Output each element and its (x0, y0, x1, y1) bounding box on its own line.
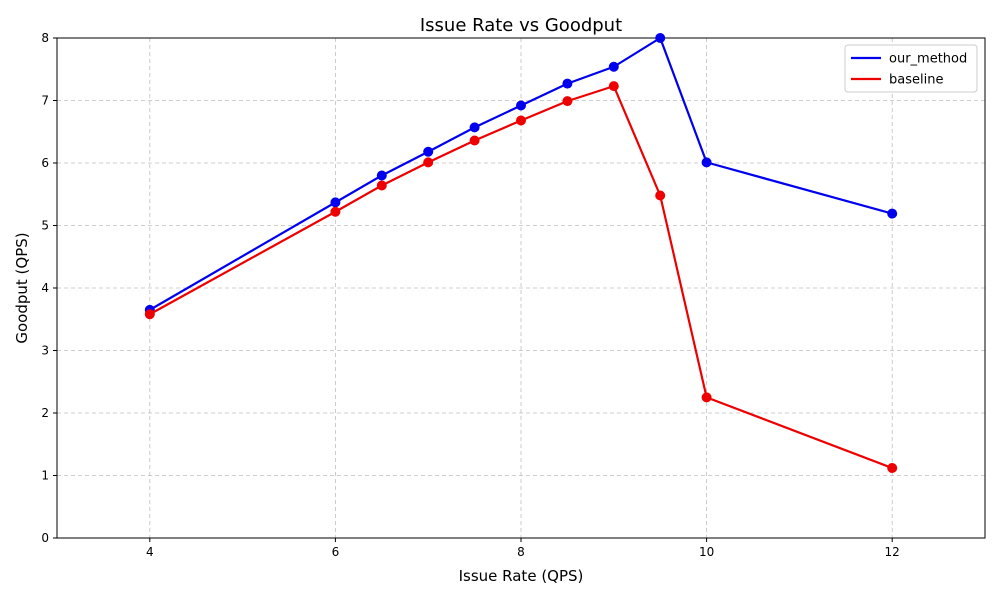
data-point-our_method (516, 100, 526, 111)
data-point-our_method (655, 33, 666, 43)
data-point-baseline (516, 115, 526, 126)
data-point-baseline (423, 157, 434, 168)
data-point-baseline (655, 190, 666, 201)
chart-title: Issue Rate vs Goodput (420, 15, 622, 36)
y-tick-label: 2 (41, 406, 49, 420)
y-axis-label: Goodput (QPS) (13, 232, 31, 343)
x-tick-label: 10 (699, 545, 714, 559)
legend-label-baseline: baseline (889, 73, 943, 88)
y-tick-label: 4 (41, 281, 49, 295)
data-point-our_method (562, 78, 573, 89)
y-tick-label: 1 (41, 469, 49, 483)
y-tick-label: 0 (41, 531, 49, 545)
legend-box (844, 44, 978, 93)
data-point-baseline (376, 180, 387, 191)
x-tick-label: 12 (885, 545, 900, 559)
legend: our_method baseline (844, 44, 978, 93)
data-point-our_method (701, 157, 712, 168)
series-layer (144, 33, 898, 473)
y-tick-label: 3 (41, 344, 49, 358)
data-point-baseline (469, 135, 480, 146)
x-tick-label: 4 (146, 545, 154, 559)
y-tick-label: 5 (41, 219, 49, 233)
data-point-baseline (608, 81, 619, 92)
y-tick-label: 6 (41, 156, 49, 170)
data-point-our_method (330, 197, 341, 208)
x-tick-label: 8 (517, 545, 525, 559)
data-point-our_method (376, 170, 387, 181)
x-tick-label: 6 (332, 545, 340, 559)
y-tick-label: 7 (41, 94, 49, 108)
series-baseline (144, 81, 898, 473)
data-point-baseline (887, 463, 898, 473)
series-our_method (144, 33, 898, 315)
data-point-baseline (701, 392, 712, 403)
data-point-our_method (608, 61, 619, 72)
y-tick-label: 8 (41, 31, 49, 45)
data-point-our_method (423, 146, 434, 157)
data-point-our_method (469, 122, 480, 133)
legend-label-our_method: our_method (889, 52, 967, 67)
data-point-baseline (562, 96, 573, 107)
data-point-our_method (887, 208, 898, 219)
x-axis-label: Issue Rate (QPS) (459, 567, 584, 585)
data-point-baseline (330, 206, 341, 217)
data-point-baseline (144, 309, 155, 320)
